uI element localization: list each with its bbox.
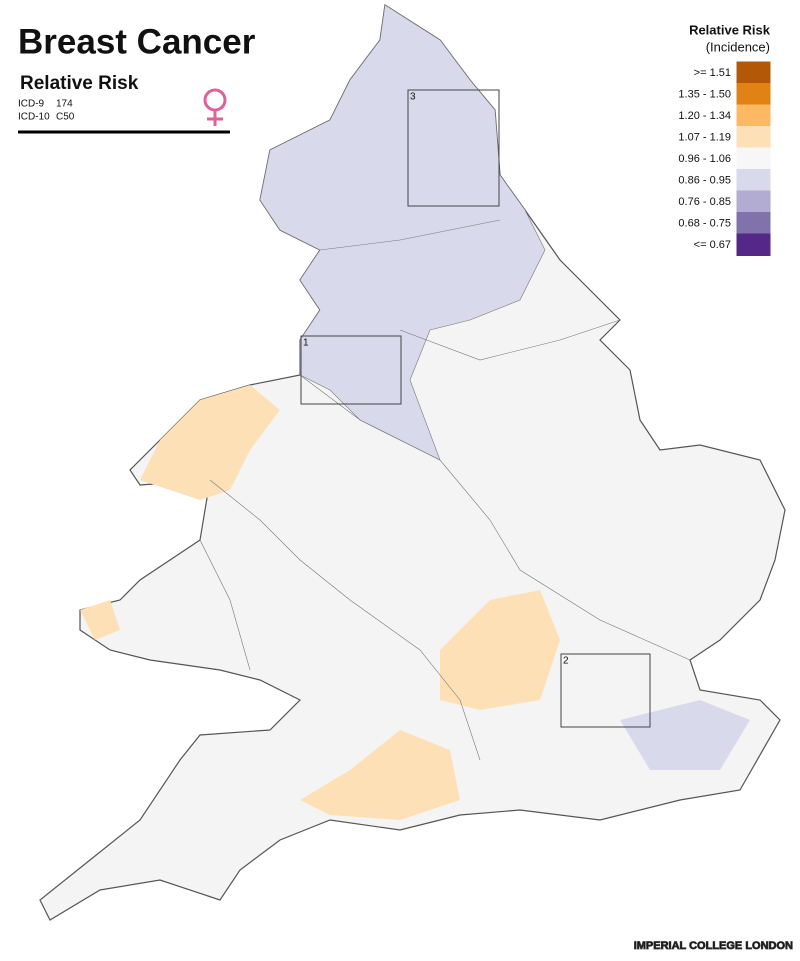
legend-label: 0.76 - 0.85 xyxy=(678,196,731,208)
subtitle: Relative Risk xyxy=(20,73,139,94)
footer: IMPERIAL COLLEGE LONDON xyxy=(634,940,793,952)
boundary xyxy=(199,219,691,761)
high-risk-region xyxy=(300,730,460,820)
country-outline xyxy=(39,3,786,921)
legend-label: 0.96 - 1.06 xyxy=(678,153,731,165)
code: 174 xyxy=(56,99,73,110)
legend-label: 1.35 - 1.50 xyxy=(678,88,731,100)
high-risk-region xyxy=(440,590,560,710)
low-risk-region xyxy=(620,700,750,770)
inset-label: 1 xyxy=(303,338,309,349)
legend-label: <= 0.67 xyxy=(694,239,731,251)
legend-swatch xyxy=(736,104,771,127)
code-system: ICD-9 xyxy=(18,99,45,110)
legend-swatch xyxy=(736,83,771,106)
legend-swatch xyxy=(736,126,771,149)
legend-label: 1.07 - 1.19 xyxy=(678,131,731,143)
legend-label: >= 1.51 xyxy=(694,67,731,79)
map xyxy=(39,3,786,921)
legend: >= 1.51 1.35 - 1.50 1.20 - 1.34 1.07 - 1.19… xyxy=(678,61,771,256)
legend-swatch xyxy=(736,190,771,213)
inset-label: 3 xyxy=(410,92,416,103)
legend-subtitle: (Incidence) xyxy=(706,39,770,54)
legend-swatch xyxy=(736,212,771,235)
legend-swatch xyxy=(736,233,771,256)
inset-box xyxy=(407,89,500,207)
high-risk-region xyxy=(80,600,120,640)
legend-label: 1.20 - 1.34 xyxy=(678,110,731,122)
legend-label: 0.68 - 0.75 xyxy=(678,217,731,229)
inset-label: 2 xyxy=(563,656,569,667)
legend-title: Relative Risk xyxy=(689,22,771,37)
legend-swatch xyxy=(736,169,771,192)
insets: 1 2 3 xyxy=(300,89,651,728)
code-system: ICD-10 xyxy=(18,112,50,123)
high-risk-region xyxy=(140,385,280,500)
legend-swatch xyxy=(736,61,771,84)
legend-label: 0.86 - 0.95 xyxy=(678,174,731,186)
inset-box xyxy=(560,653,651,728)
code: C50 xyxy=(56,112,75,123)
female-symbol xyxy=(203,88,227,126)
inset-box xyxy=(300,335,402,405)
legend-swatch xyxy=(736,147,771,170)
title: Breast Cancer xyxy=(18,22,256,61)
